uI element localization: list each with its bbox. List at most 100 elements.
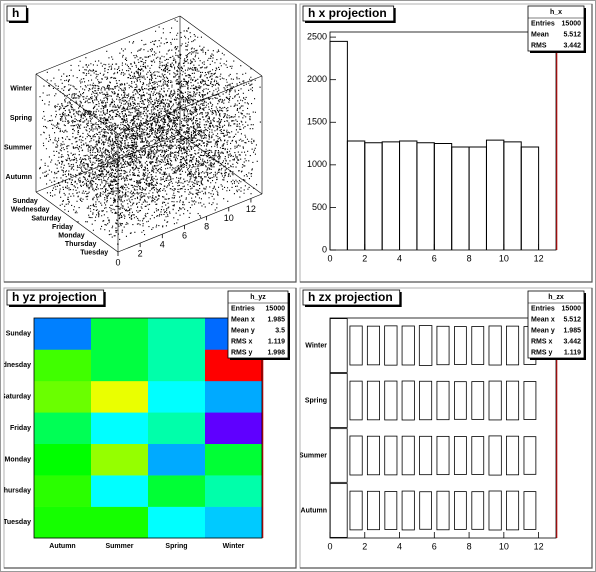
x-tick-label: 2	[362, 541, 367, 551]
y-category-label: Friday	[10, 425, 31, 432]
y-category-label: Autumn	[301, 507, 327, 514]
box-cell	[488, 380, 502, 421]
box-cell	[366, 490, 380, 531]
heatmap-cell	[148, 412, 206, 445]
heatmap-cell	[34, 412, 92, 445]
heatmap-cell	[34, 380, 92, 413]
pad-content: 0 2 4 6 8 10 12 0 500 1000 1500 2000 2500 h_x Entries 1…	[302, 5, 586, 263]
heatmap-cell	[91, 349, 149, 382]
box-cell	[349, 490, 363, 531]
x-tick-label: 0	[327, 253, 332, 263]
pad-title: h zx projection	[308, 290, 393, 304]
x-tick-label: 2	[362, 253, 367, 263]
box-edge	[35, 191, 119, 253]
stats-value: 1.985	[563, 327, 581, 334]
y-tick-label: 500	[312, 202, 327, 212]
y-category-label: Thursday	[65, 241, 97, 248]
box-cell	[401, 490, 415, 531]
x-tick-label: 0	[115, 257, 120, 267]
frame	[329, 317, 557, 539]
x-tick-label: 4	[397, 253, 402, 263]
box-cell	[488, 325, 502, 366]
z-category-label: Summer	[4, 145, 32, 152]
x-tick-label: 8	[467, 541, 472, 551]
box-cell	[419, 435, 433, 476]
box-cell	[488, 435, 502, 476]
stats-label: RMS y	[231, 349, 253, 356]
heatmap-cell	[34, 506, 92, 539]
y-category-label: Monday	[58, 232, 85, 239]
x-category-label: Autumn	[49, 543, 75, 550]
heatmap-cell	[205, 380, 263, 413]
box-cell	[453, 436, 467, 475]
box-cell	[454, 381, 467, 420]
y-category-label: Spring	[305, 397, 327, 404]
heatmap-cell	[205, 506, 263, 539]
heatmap-cell	[148, 380, 206, 413]
x-tick-label: 4	[397, 541, 402, 551]
stats-box	[227, 290, 289, 359]
stats-label: Mean y	[531, 327, 555, 334]
frame	[329, 31, 557, 251]
stats-label: RMS y	[531, 349, 553, 356]
stats-value: 15000	[562, 305, 582, 312]
heatmap-cell	[148, 443, 206, 476]
y-category-label: Friday	[52, 224, 73, 231]
stats-value: 15000	[266, 305, 286, 312]
stats-value: 3.442	[563, 42, 581, 49]
box-cell	[419, 491, 432, 530]
heatmap-cell	[91, 475, 149, 507]
pad-content: Autumn Summer Spring Winter Tuesday Thursday M…	[1, 289, 290, 550]
box-cell	[506, 435, 520, 476]
x-tick-label: 10	[499, 253, 509, 263]
box-cell	[454, 491, 467, 530]
heatmap-cell	[34, 443, 92, 476]
box-cell	[419, 380, 433, 421]
pad-title: h	[12, 6, 19, 20]
x-tick-label: 10	[499, 541, 509, 551]
y-tick-label: 1000	[307, 159, 327, 169]
pad-bevel	[300, 288, 593, 569]
stats-value: 15000	[562, 20, 582, 27]
stats-label: Mean x	[231, 316, 255, 323]
y-tick-label: 1500	[307, 117, 327, 127]
box-cell	[471, 436, 485, 475]
heatmap-cell	[205, 412, 263, 445]
x-tick-label: 4	[160, 240, 165, 250]
box-cell	[523, 436, 537, 475]
heatmap-cell	[148, 318, 206, 350]
stats-name: h_zx	[548, 294, 564, 301]
stats-label: RMS	[531, 42, 547, 49]
box-cell	[401, 380, 415, 421]
stats-value: 3.5	[275, 327, 285, 334]
stats-label: RMS x	[231, 338, 253, 345]
stats-label: Entries	[231, 305, 255, 312]
heatmap-cell	[91, 506, 149, 539]
y-tick-label: 2500	[307, 31, 327, 41]
box-edge	[117, 193, 263, 253]
box-cell	[384, 435, 398, 476]
heatmap-cell	[205, 443, 263, 476]
heatmap-cell	[34, 475, 92, 507]
box-edge	[35, 133, 181, 193]
box-cell	[384, 491, 398, 530]
stats-value: 1.985	[267, 316, 285, 323]
box-cell	[454, 326, 467, 365]
y-category-label: Winter	[305, 342, 327, 349]
box-cell	[366, 435, 380, 476]
title-box	[6, 5, 27, 22]
stats-value: 1.119	[564, 349, 581, 356]
y-category-label: Saturday	[31, 215, 61, 222]
y-tick-label: 0	[322, 244, 327, 254]
title-box	[6, 289, 105, 306]
title-box	[302, 289, 401, 306]
box-edge	[117, 75, 263, 135]
x-tick-label: 6	[432, 541, 437, 551]
box-cell	[366, 380, 380, 421]
stats-value: 5.512	[563, 316, 581, 323]
pad-bevel	[4, 288, 297, 569]
box-cell	[523, 381, 537, 420]
x-tick-label: 8	[204, 222, 209, 232]
y-category-label: Saturday	[1, 393, 31, 400]
